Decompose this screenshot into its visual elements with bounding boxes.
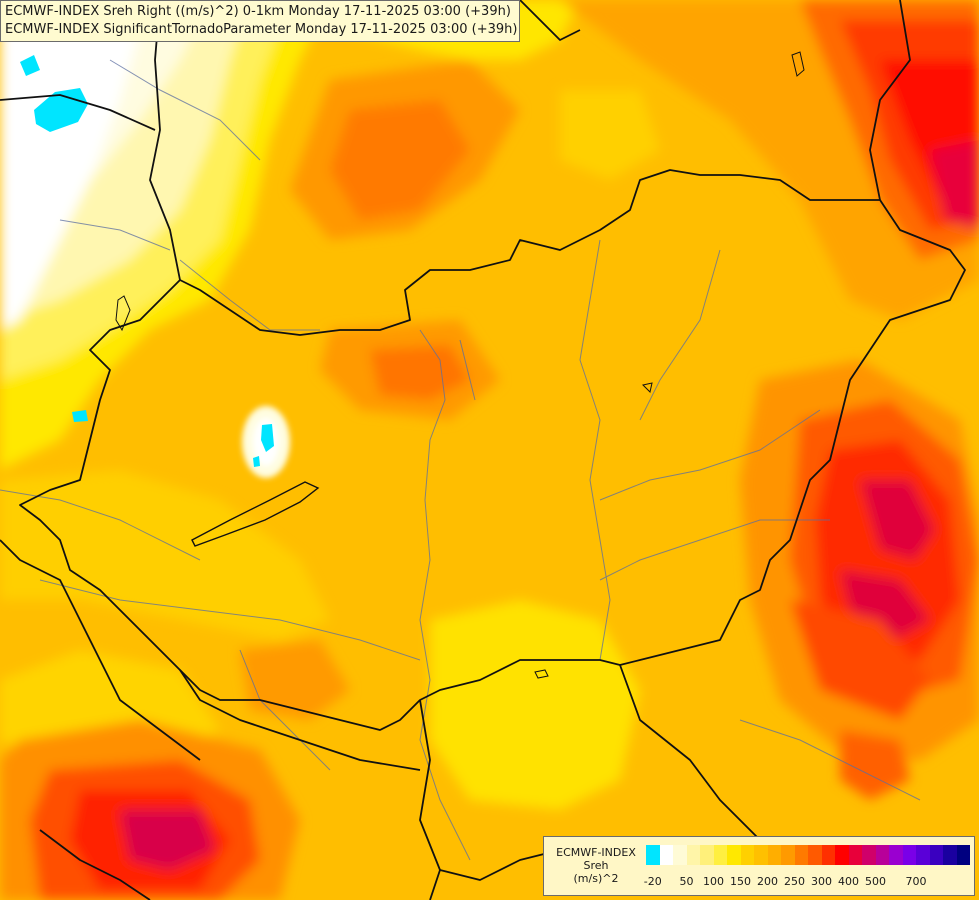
legend-tick-400: 400 (838, 875, 859, 888)
legend-tick-500: 500 (865, 875, 886, 888)
title-line-2: ECMWF-INDEX SignificantTornadoParameter … (5, 22, 518, 37)
legend-swatch-8 (754, 845, 768, 865)
legend-tick-200: 200 (757, 875, 778, 888)
legend-swatch-11 (794, 845, 808, 865)
legend-swatch-10 (781, 845, 795, 865)
legend-param: Sreh (583, 859, 609, 872)
map-title-box: ECMWF-INDEX Sreh Right ((m/s)^2) 0-1km M… (0, 0, 520, 42)
cyan-patch-balaton-small (253, 456, 260, 467)
legend-tick--20: -20 (643, 875, 662, 888)
color-legend: ECMWF-INDEX Sreh (m/s)^2 -20 50 100 150 200 2… (543, 836, 975, 896)
legend-ticks: -20 50 100 150 200 250 300 400 500 700 (643, 875, 972, 889)
legend-swatches (646, 845, 970, 865)
cyan-patch-balaton (261, 424, 274, 452)
legend-tick-250: 250 (784, 875, 805, 888)
legend-swatch-5 (713, 845, 727, 865)
legend-swatch-15 (848, 845, 862, 865)
legend-tick-300: 300 (811, 875, 832, 888)
legend-swatch-7 (740, 845, 754, 865)
cyan-patch-west (72, 410, 88, 422)
legend-swatch-12 (808, 845, 822, 865)
legend-swatch-20 (916, 845, 930, 865)
cyan-patch-northwest-small (20, 55, 40, 76)
legend-swatch-6 (727, 845, 741, 865)
legend-swatch-0 (646, 845, 660, 865)
legend-swatch-18 (889, 845, 903, 865)
rivers (0, 59, 921, 861)
legend-tick-150: 150 (730, 875, 751, 888)
legend-swatch-13 (821, 845, 835, 865)
legend-swatch-4 (700, 845, 714, 865)
legend-tick-100: 100 (703, 875, 724, 888)
legend-swatch-19 (902, 845, 916, 865)
legend-swatch-3 (686, 845, 700, 865)
legend-swatch-22 (943, 845, 957, 865)
legend-swatch-21 (929, 845, 943, 865)
legend-swatch-1 (659, 845, 673, 865)
legend-swatch-23 (956, 845, 970, 865)
legend-swatch-9 (767, 845, 781, 865)
legend-unit: (m/s)^2 (573, 872, 619, 885)
small-lakes (115, 51, 805, 679)
legend-tick-50: 50 (679, 875, 694, 888)
legend-swatch-14 (835, 845, 849, 865)
title-line-1: ECMWF-INDEX Sreh Right ((m/s)^2) 0-1km M… (5, 4, 511, 19)
legend-swatch-17 (875, 845, 889, 865)
legend-swatch-2 (673, 845, 687, 865)
lake-balaton (191, 481, 320, 547)
legend-tick-700: 700 (905, 875, 927, 888)
legend-label: ECMWF-INDEX Sreh (m/s)^2 (548, 846, 644, 885)
legend-swatch-16 (862, 845, 876, 865)
legend-model: ECMWF-INDEX (556, 846, 636, 859)
